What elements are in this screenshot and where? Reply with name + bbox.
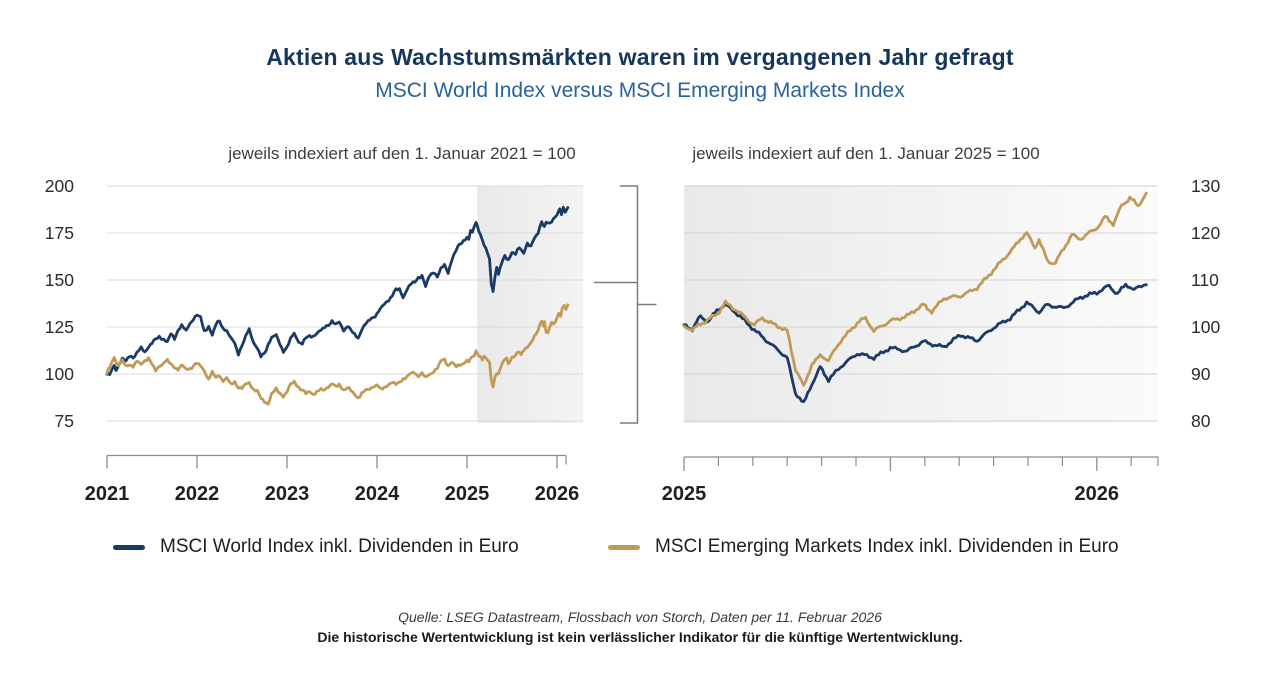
svg-text:100: 100 (45, 364, 74, 384)
x-axis: 2021 2022 2023 2024 2025 2026 (85, 454, 580, 505)
svg-text:200: 200 (45, 176, 74, 196)
svg-text:2025: 2025 (445, 483, 490, 505)
page-subtitle: MSCI World Index versus MSCI Emerging Ma… (375, 79, 905, 102)
svg-text:2026: 2026 (1075, 483, 1120, 505)
legend-label-world: MSCI World Index inkl. Dividenden in Eur… (160, 536, 519, 557)
right-panel-caption: jeweils indexiert auf den 1. Januar 2025… (692, 144, 1040, 163)
svg-text:120: 120 (1191, 223, 1220, 243)
x-axis: 2025 2026 (662, 456, 1159, 505)
svg-text:75: 75 (55, 411, 74, 431)
right-panel: 130 120 110 100 90 80 2025 2026 (662, 176, 1221, 505)
world-series-line (105, 205, 570, 376)
legend-item-world: MSCI World Index inkl. Dividenden in Eur… (113, 533, 519, 561)
page-title: Aktien aus Wachstumsmärkten waren im ver… (266, 44, 1014, 70)
disclaimer-note: Die historische Wertentwicklung ist kein… (317, 629, 963, 645)
world-series-line (682, 282, 1148, 403)
left-panel-caption: jeweils indexiert auf den 1. Januar 2021… (228, 144, 576, 163)
y-gridlines (107, 185, 583, 422)
world-series-swatch-icon (113, 544, 145, 550)
legend-label-em: MSCI Emerging Markets Index inkl. Divide… (655, 536, 1119, 557)
source-note: Quelle: LSEG Datastream, Flossbach von S… (398, 609, 882, 625)
svg-text:2022: 2022 (175, 483, 220, 505)
svg-text:150: 150 (45, 270, 74, 290)
em-series-swatch-icon (608, 544, 640, 550)
svg-text:100: 100 (1191, 317, 1220, 337)
svg-text:175: 175 (45, 223, 74, 243)
svg-text:2024: 2024 (355, 483, 400, 505)
svg-text:130: 130 (1191, 176, 1220, 196)
svg-text:110: 110 (1191, 270, 1219, 290)
y-gridlines (684, 185, 1158, 422)
em-series-line (105, 303, 570, 406)
y-axis-labels: 200 175 150 125 100 75 (45, 176, 74, 431)
em-series-line (682, 191, 1148, 387)
svg-text:80: 80 (1191, 411, 1211, 431)
svg-text:2025: 2025 (662, 483, 707, 505)
svg-text:90: 90 (1191, 364, 1211, 384)
svg-text:2023: 2023 (265, 483, 310, 505)
svg-text:2026: 2026 (535, 483, 580, 505)
svg-text:125: 125 (45, 317, 74, 337)
svg-text:2021: 2021 (85, 483, 130, 505)
zoom-bracket-icon (594, 185, 657, 424)
legend-item-emerging-markets: MSCI Emerging Markets Index inkl. Divide… (608, 533, 1119, 561)
y-axis-labels: 130 120 110 100 90 80 (1191, 176, 1220, 431)
